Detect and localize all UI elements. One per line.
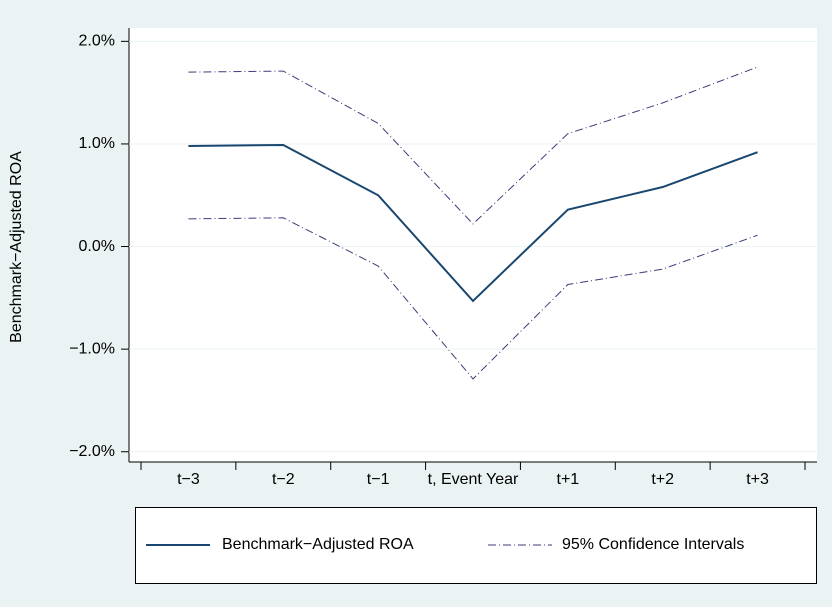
x-tick-label: t+3 [746, 471, 769, 488]
x-tick-label: t−1 [367, 471, 390, 488]
plot-area [129, 28, 817, 462]
x-tick-label: t−2 [272, 471, 295, 488]
y-axis-title: Benchmark−Adjusted ROA [8, 151, 25, 343]
x-tick-label: t−3 [177, 471, 200, 488]
legend-label: 95% Confidence Intervals [562, 536, 744, 553]
y-tick-label: 0.0% [79, 238, 115, 255]
x-tick-label: t+1 [557, 471, 580, 488]
y-tick-label: 1.0% [79, 135, 115, 152]
series-line [188, 143, 758, 303]
x-tick-label: t+2 [651, 471, 674, 488]
y-tick-label: −2.0% [69, 443, 115, 460]
x-tick-label: t, Event Year [428, 471, 519, 488]
y-tick-label: 2.0% [79, 33, 115, 50]
legend-label: Benchmark−Adjusted ROA [222, 536, 414, 553]
ci-lower-line [188, 217, 758, 380]
legend-box [135, 507, 817, 584]
ci-upper-line [188, 66, 758, 225]
y-tick-label: −1.0% [69, 340, 115, 357]
